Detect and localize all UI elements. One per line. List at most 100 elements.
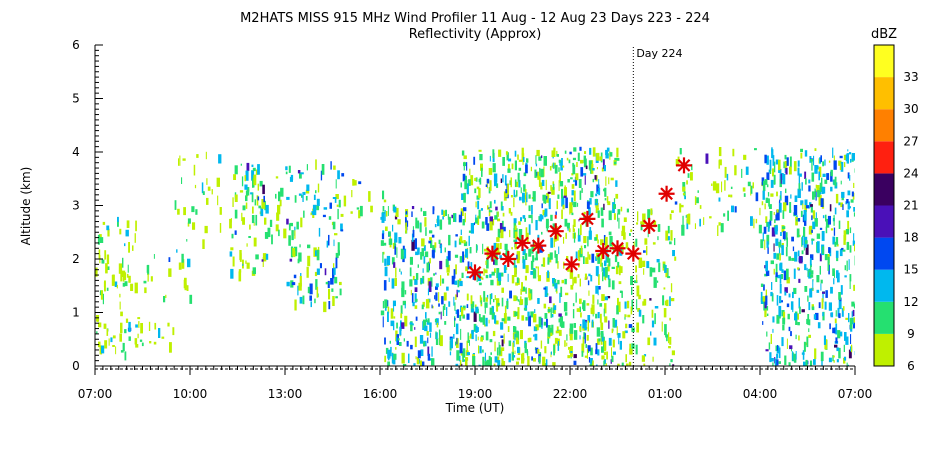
echo-cell [475, 217, 478, 224]
echo-cell [588, 230, 592, 240]
echo-cell [489, 293, 492, 305]
echo-cell [535, 324, 539, 331]
echo-cell [422, 301, 425, 307]
echo-cell [551, 187, 555, 195]
echo-cell [629, 348, 633, 355]
echo-cell [783, 311, 786, 323]
marker-asterisk [563, 256, 580, 273]
echo-cell [147, 264, 150, 275]
echo-cell [234, 209, 238, 219]
echo-cell [234, 165, 238, 175]
echo-cell [165, 294, 167, 298]
echo-cell [341, 173, 345, 177]
echo-cell [852, 240, 855, 246]
echo-cell [833, 278, 835, 285]
echo-cell [816, 241, 820, 252]
echo-cell [554, 306, 556, 314]
echo-cell [804, 199, 808, 207]
echo-cell [112, 345, 115, 347]
echo-cell [120, 322, 123, 334]
echo-cell [461, 363, 463, 366]
echo-cell [819, 182, 822, 192]
echo-cell [565, 292, 569, 296]
echo-cell [572, 164, 576, 175]
echo-cell [442, 305, 445, 316]
echo-cell [584, 319, 587, 323]
echo-cell [605, 252, 607, 263]
echo-cell [195, 209, 198, 215]
echo-cell [833, 179, 835, 186]
echo-cell [812, 221, 816, 230]
echo-cell [776, 209, 779, 213]
echo-cell [253, 237, 257, 247]
echo-cell [634, 280, 638, 284]
echo-cell [234, 230, 237, 235]
echo-cell [802, 235, 804, 246]
echo-cell [431, 234, 435, 238]
echo-cell [588, 273, 591, 277]
echo-cell [181, 177, 183, 184]
echo-cell [778, 347, 781, 359]
echo-cell [579, 278, 581, 287]
echo-cell [552, 278, 555, 284]
echo-cell [505, 151, 508, 155]
echo-cell [801, 250, 804, 255]
echo-cell [620, 206, 623, 212]
echo-cell [462, 348, 466, 358]
echo-cell [614, 254, 618, 263]
echo-cell [553, 147, 556, 157]
echo-cell [279, 199, 282, 207]
echo-cell [484, 361, 488, 366]
echo-cell [564, 218, 568, 227]
echo-cell [573, 201, 577, 208]
echo-cell [466, 183, 469, 195]
echo-cell [489, 180, 492, 191]
echo-cell [841, 308, 844, 317]
echo-cell [398, 342, 402, 346]
echo-cell [501, 297, 504, 307]
echo-cell [480, 208, 483, 211]
echo-cell [775, 214, 778, 221]
echo-cell [462, 251, 465, 263]
echo-cell [668, 346, 671, 349]
echo-cell [191, 206, 195, 213]
echo-cell [547, 293, 549, 296]
x-tick-label: 07:00 [78, 387, 113, 401]
echo-cell [139, 339, 143, 342]
colorbar-frame [873, 44, 895, 367]
echo-cell [776, 253, 779, 260]
echo-cell [772, 328, 774, 333]
echo-cell [484, 302, 488, 308]
echo-cell [664, 324, 667, 336]
echo-cell [636, 285, 640, 297]
echo-cell [526, 158, 529, 163]
echo-cell [559, 316, 563, 327]
echo-cell [531, 205, 533, 215]
echo-cell [217, 195, 219, 206]
echo-cell [844, 265, 846, 271]
echo-cell [805, 244, 809, 255]
echo-cell [333, 267, 336, 275]
echo-cell [603, 203, 605, 210]
echo-cell [427, 288, 429, 296]
echo-cell [647, 337, 651, 346]
echo-cell [255, 214, 258, 226]
echo-cell [286, 218, 289, 225]
echo-cell [508, 353, 511, 363]
echo-cell [524, 343, 527, 354]
echo-cell [535, 251, 538, 260]
echo-cell [464, 212, 466, 223]
echo-cell [515, 194, 517, 198]
echo-cell [400, 320, 402, 331]
echo-cell [618, 301, 621, 313]
echo-cell [419, 360, 422, 366]
echo-cell [481, 167, 483, 177]
echo-cell [494, 315, 497, 324]
echo-cell [663, 263, 666, 269]
echo-cell [600, 322, 604, 330]
echo-cell [827, 256, 830, 264]
echo-cell [832, 268, 835, 276]
echo-cell [781, 337, 784, 347]
echo-cell [502, 361, 506, 366]
echo-cell [429, 322, 432, 332]
